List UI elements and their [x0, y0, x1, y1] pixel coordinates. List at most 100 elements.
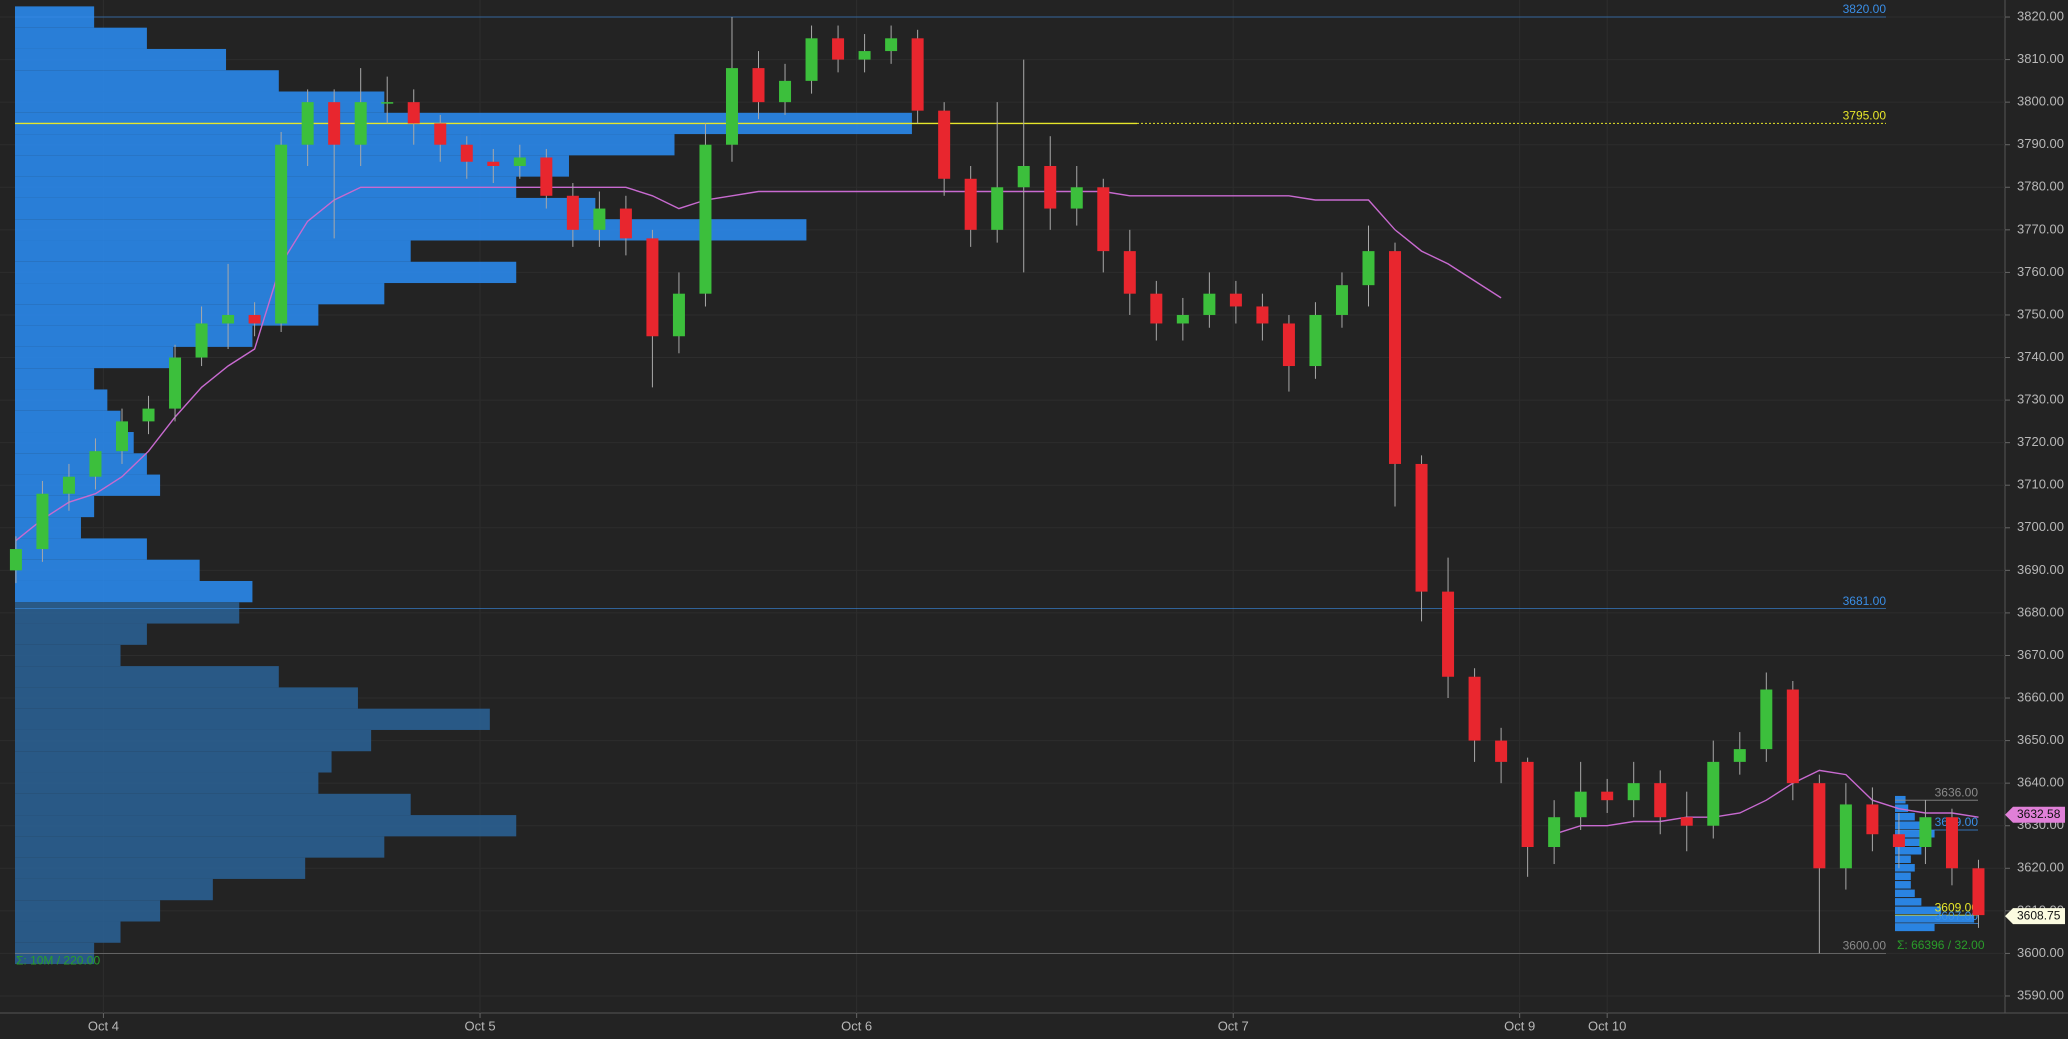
session-profile-bar: [1895, 795, 1906, 804]
profile-bar: [15, 836, 385, 858]
profile-bar: [15, 453, 147, 475]
candle-body: [1309, 314, 1322, 367]
candle-body: [169, 357, 182, 409]
session-profile-bar: [1895, 829, 1935, 838]
session-profile-bar: [1895, 821, 1922, 829]
candle-body: [1601, 791, 1614, 801]
candle-body: [1760, 689, 1773, 750]
y-tick-label: 3690.00: [2017, 562, 2064, 577]
profile-bar: [15, 346, 174, 369]
candle-body: [1813, 783, 1826, 869]
profile-bar: [15, 219, 807, 241]
session-profile-bar: [1895, 855, 1911, 864]
x-tick-label: Oct 7: [1218, 1018, 1249, 1033]
profile-bar: [15, 240, 411, 262]
profile-bar: [15, 432, 134, 454]
candle-body: [911, 38, 924, 111]
candle-body: [752, 68, 765, 103]
candle-body: [1521, 761, 1534, 848]
candle-body: [1786, 689, 1799, 784]
level-label: 3681.00: [1843, 594, 1887, 608]
candle-body: [832, 38, 845, 60]
candle-body: [672, 293, 685, 337]
profile-bar: [15, 389, 108, 411]
candle-body: [328, 102, 341, 145]
candle-body: [434, 123, 447, 145]
candle-body: [487, 161, 500, 166]
profile-bar: [15, 602, 240, 624]
candle-body: [1097, 187, 1110, 252]
session-profile-bar: [1895, 838, 1928, 847]
y-tick-label: 3660.00: [2017, 689, 2064, 704]
profile-bar: [15, 687, 358, 709]
profile-bar: [15, 134, 675, 156]
level-label: 3820.00: [1843, 2, 1887, 16]
y-tick-label: 3810.00: [2017, 51, 2064, 66]
y-tick-label: 3820.00: [2017, 8, 2064, 23]
x-tick-label: Oct 6: [841, 1018, 872, 1033]
y-tick-label: 3600.00: [2017, 945, 2064, 960]
candle-body: [1282, 323, 1295, 367]
candle-body: [779, 80, 792, 103]
candle-body: [725, 68, 738, 145]
candle-body: [513, 157, 526, 166]
session-profile-bar: [1895, 872, 1911, 881]
profile-bar: [15, 325, 253, 347]
session-level-label: 3636.00: [1935, 785, 1979, 799]
candle-body: [646, 238, 659, 337]
profile-bar: [15, 708, 490, 730]
candle-body: [1627, 783, 1640, 801]
candle-body: [540, 157, 553, 196]
profile-bar: [15, 793, 411, 816]
y-tick-label: 3760.00: [2017, 264, 2064, 279]
candle-body: [301, 102, 314, 145]
candle-body: [1150, 293, 1163, 324]
candle-body: [89, 451, 102, 477]
y-tick-label: 3680.00: [2017, 604, 2064, 619]
y-tick-label: 3790.00: [2017, 136, 2064, 151]
y-tick-label: 3770.00: [2017, 221, 2064, 236]
profile-bar: [15, 368, 95, 390]
x-tick-label: Oct 4: [88, 1018, 119, 1033]
candle-body: [1548, 817, 1561, 848]
profile-bar: [15, 878, 213, 901]
candle-body: [1203, 293, 1216, 315]
y-tick-label: 3740.00: [2017, 349, 2064, 364]
profile-bar: [15, 70, 279, 92]
candle-body: [1892, 834, 1905, 848]
price-marker-label: 3632.58: [2017, 807, 2061, 821]
candle-body: [36, 493, 49, 550]
price-marker: [2005, 806, 2065, 823]
y-tick-label: 3650.00: [2017, 732, 2064, 747]
x-tick-label: Oct 9: [1504, 1018, 1535, 1033]
profile-summary: Σ: 10M / 220.00: [16, 954, 100, 968]
profile-bar: [15, 644, 121, 667]
candle-body: [62, 476, 75, 494]
y-tick-label: 3720.00: [2017, 434, 2064, 449]
profile-bar: [15, 261, 517, 284]
session-profile-bar: [1895, 889, 1915, 898]
level-label: 3795.00: [1843, 109, 1887, 123]
y-tick-label: 3710.00: [2017, 477, 2064, 492]
profile-bar: [15, 48, 227, 71]
profile-bar: [15, 900, 161, 922]
profile-bar: [15, 815, 517, 837]
y-tick-label: 3700.00: [2017, 519, 2064, 534]
candle-body: [1574, 791, 1587, 818]
candle-body: [938, 110, 951, 179]
candle-body: [858, 51, 871, 60]
session-profile-summary: Σ: 66396 / 32.00: [1897, 938, 1985, 952]
vwap-line: [15, 186, 1502, 542]
session-level-label: 3607.00: [1935, 909, 1979, 923]
y-tick-label: 3750.00: [2017, 306, 2064, 321]
candle-body: [381, 102, 394, 104]
candle-body: [566, 195, 579, 230]
candle-body: [142, 408, 155, 422]
x-tick-label: Oct 10: [1588, 1018, 1626, 1033]
candle-body: [195, 323, 208, 358]
profile-bar: [15, 729, 372, 752]
profile-bar: [15, 474, 161, 496]
candle-body: [593, 208, 606, 230]
candle-body: [1044, 165, 1057, 209]
